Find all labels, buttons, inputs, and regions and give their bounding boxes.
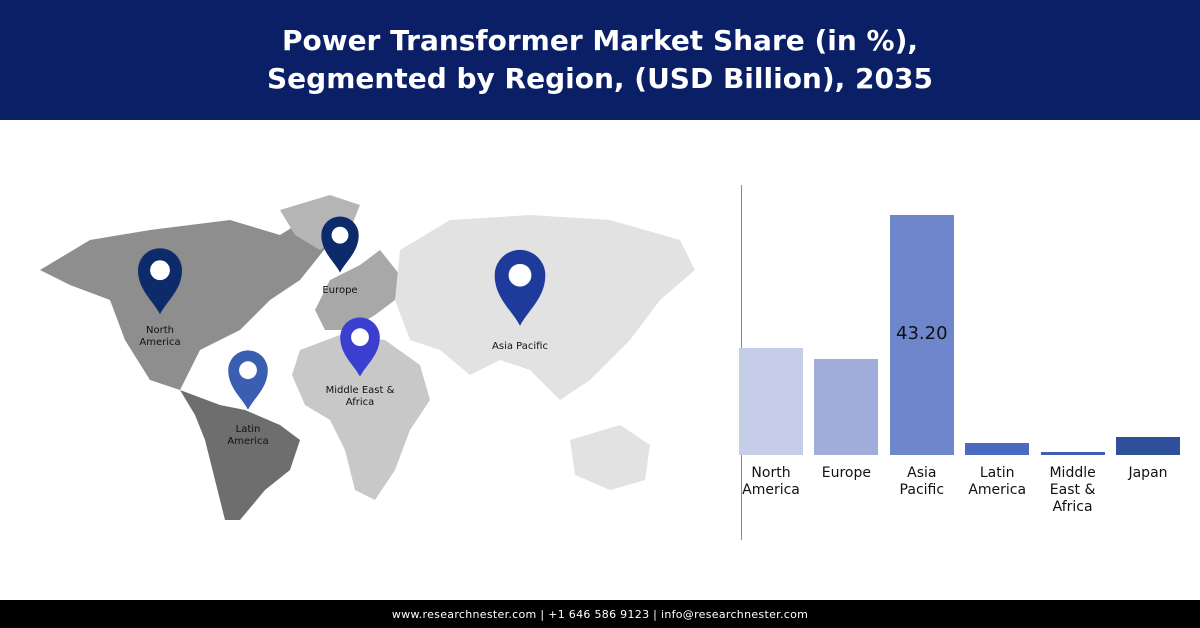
x-tick-label: Asia Pacific [899,465,945,498]
continent [292,335,430,500]
x-tick-label: Japan [1128,465,1168,481]
axis-line [741,185,742,540]
pin-label: Asia Pacific [492,341,548,352]
world-map: North America Europe Asia Pacific Middle Eas… [40,195,695,520]
pin-label: Middle East & Africa [326,385,395,408]
continent [570,425,650,490]
continent [180,390,300,520]
bar [739,347,803,455]
bar [814,358,879,455]
map-pin-dot [331,226,349,244]
x-tick-label: Europe [821,465,871,481]
continent [395,215,695,400]
data-label: 43.20 [896,323,948,344]
chart-title: Power Transformer Market Share (in %), S… [267,24,933,95]
map-pin [228,350,268,410]
bar [965,442,1030,455]
map-pin [340,317,380,377]
x-tick-label: North America [742,465,800,498]
footer: www.researchnester.com | +1 646 586 9123… [0,600,1200,628]
continent [315,250,400,330]
map-pin-dot [150,260,170,281]
map-pin [494,249,546,326]
x-tick-label: Middle East & Africa [1049,465,1096,515]
map-pin [138,248,182,315]
continent [40,210,340,390]
bar [889,215,954,455]
map-pin-dot [508,263,532,287]
pin-label: Latin America [227,424,268,447]
map-pin-dot [239,361,257,380]
x-tick-label: Latin America [968,465,1027,498]
map-pin [321,216,359,273]
map-pin-dot [351,328,369,347]
header: Power Transformer Market Share (in %), S… [0,0,1200,120]
pin-label: North America [139,325,180,348]
bar [1040,452,1105,455]
pin-label: Europe [322,285,357,296]
bar [1116,437,1180,455]
